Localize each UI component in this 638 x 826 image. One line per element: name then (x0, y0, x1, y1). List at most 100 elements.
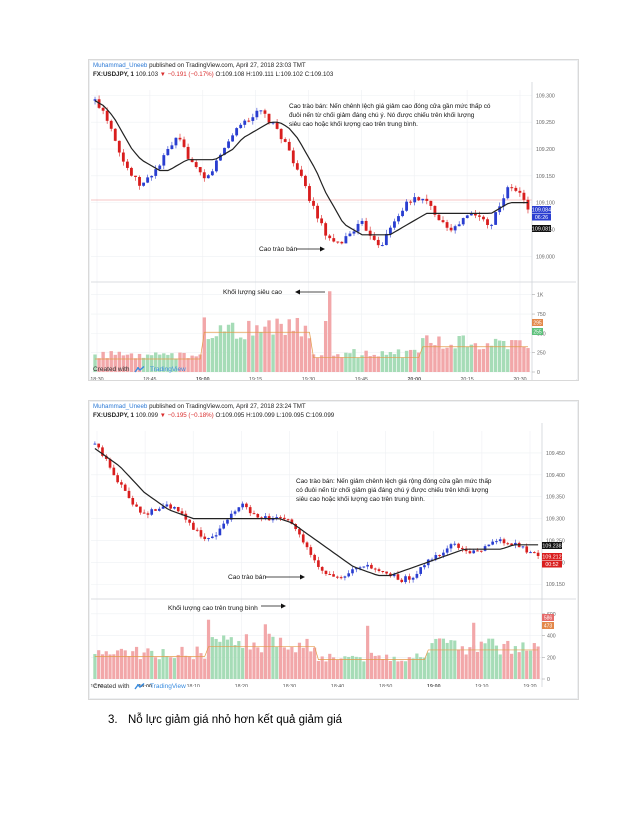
candle (227, 139, 230, 149)
volume-bar (256, 647, 260, 679)
candle (101, 445, 104, 458)
volume-bar (498, 654, 502, 679)
candle (255, 107, 259, 120)
vol-badge-label: 586 (544, 616, 553, 622)
volume-bar (485, 343, 490, 372)
volume-bar (133, 358, 138, 372)
volume-bar (356, 357, 360, 372)
volume-bar (154, 352, 158, 372)
bullet-item: 3. Nỗ lực giảm giá nhỏ hơn kết quả giảm g… (108, 714, 342, 726)
low: L:109.095 (276, 412, 304, 419)
candle (490, 223, 493, 230)
candle (125, 158, 129, 171)
candle (178, 133, 182, 142)
volume-bar (473, 343, 478, 372)
volume-bar (198, 354, 202, 372)
volume-bar (282, 647, 286, 679)
candle (279, 515, 282, 521)
candle (150, 175, 154, 181)
candle (405, 199, 409, 212)
volume-bar (380, 351, 385, 372)
footer-brand[interactable]: TradingView (150, 683, 186, 691)
vol-badge (542, 622, 554, 629)
candle (176, 506, 180, 513)
volume-bar (206, 339, 211, 372)
author-link[interactable]: Muhammad_Uneeb (93, 403, 148, 410)
candle (347, 570, 351, 578)
candle (142, 509, 146, 514)
candle (248, 504, 252, 517)
volume-bar (453, 640, 457, 679)
candle (251, 113, 255, 125)
volume-bar (271, 636, 275, 679)
volume-bar (528, 650, 533, 679)
candle (487, 544, 491, 547)
x-tick-label: 17:50 (90, 684, 103, 687)
candle (479, 550, 483, 553)
volume-bar (123, 650, 127, 679)
volume-bar (426, 652, 430, 679)
candle (214, 532, 218, 540)
volume-bar (468, 647, 472, 679)
volume-bar (263, 326, 267, 372)
x-tick-label: 19:20 (523, 684, 536, 687)
volume-ma-line (95, 331, 528, 360)
vol-badge (532, 319, 543, 326)
volume-bar (396, 661, 400, 679)
candle (429, 200, 433, 211)
volume-bar (194, 356, 198, 372)
candle (146, 511, 150, 519)
candle (116, 472, 119, 484)
candle (184, 510, 188, 523)
time-badge (532, 213, 551, 221)
volume-bar (489, 345, 494, 372)
volume-bar (350, 655, 355, 679)
y-tick-label: 109.450 (546, 451, 565, 457)
volume-bar (384, 654, 389, 679)
candle (259, 110, 263, 115)
candle (400, 577, 404, 584)
volume-bar (153, 657, 158, 679)
time-badge-label: 00:52 (545, 562, 558, 568)
candle (294, 523, 297, 532)
candle (158, 164, 162, 171)
candle (312, 197, 315, 210)
volume-bar (372, 354, 376, 372)
volume-bar (344, 352, 348, 372)
candle (506, 541, 510, 546)
candle (373, 567, 377, 573)
volume-bar (222, 331, 227, 372)
volume-bar (291, 330, 295, 372)
volume-bar (271, 334, 275, 372)
symbol-line: FX:USDJPY, 1 109.103 ▼ −0.191 (−0.17%) O… (93, 71, 333, 78)
candle (188, 519, 191, 526)
open: O:109.095 (215, 412, 245, 419)
candle (135, 502, 138, 508)
volume-bar (234, 338, 239, 372)
footer-brand[interactable]: TradingView (150, 366, 186, 374)
volume-bar (138, 659, 142, 679)
candle (518, 187, 522, 197)
symbol: FX:USDJPY, 1 (93, 412, 134, 419)
candle (218, 525, 222, 536)
volume-bar (303, 325, 308, 372)
volume-bar (225, 639, 230, 679)
candle (295, 160, 299, 171)
x-tick-label: 19:00 (427, 684, 441, 687)
candle (366, 561, 369, 570)
candle (256, 513, 260, 519)
candle (308, 183, 311, 203)
volume-bar (332, 355, 336, 372)
candle (317, 556, 320, 570)
volume-bar (513, 646, 517, 679)
candle (247, 117, 251, 123)
candle (441, 216, 445, 224)
x-tick-label: 19:45 (355, 377, 368, 380)
volume-bar (166, 354, 170, 372)
volume-bar (532, 643, 536, 679)
volume-bar (315, 357, 320, 372)
author-link[interactable]: Muhammad_Uneeb (93, 62, 148, 69)
volume-bar (283, 334, 287, 372)
footer: Created with TradingView (93, 683, 186, 690)
x-tick-label: 20:15 (460, 377, 473, 380)
